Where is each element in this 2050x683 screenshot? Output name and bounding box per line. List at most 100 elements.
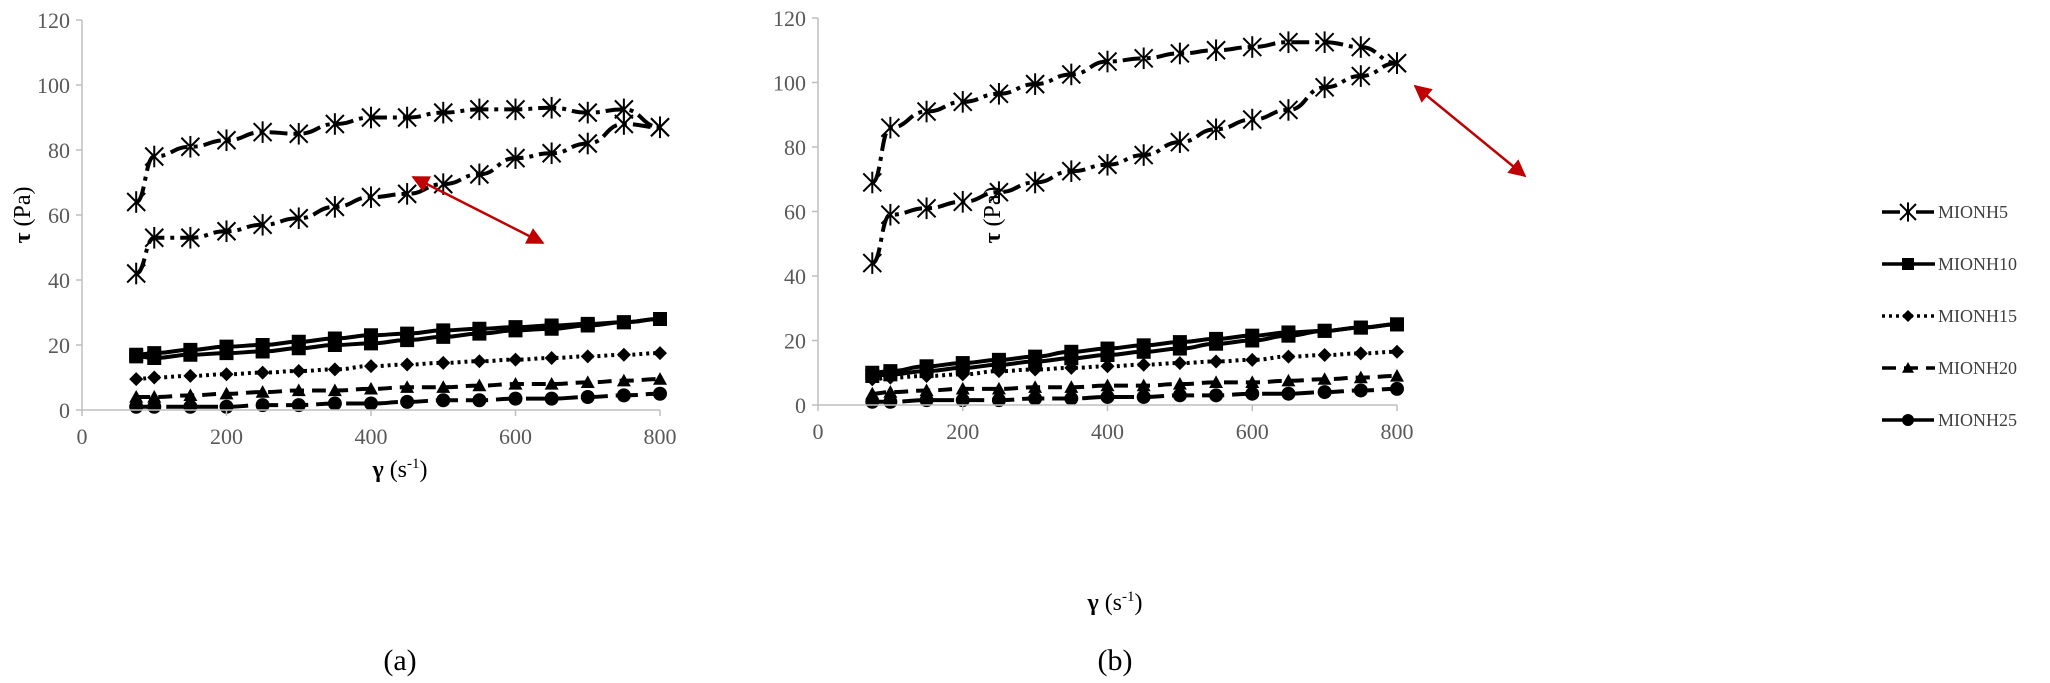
triangle-marker	[436, 380, 451, 393]
diamond-marker	[883, 370, 898, 385]
circle-marker	[1209, 388, 1224, 403]
triangle-marker	[616, 373, 631, 387]
y-tick-label: 0	[59, 398, 70, 423]
x-tick-label: 200	[946, 419, 979, 444]
series-mionh25	[865, 381, 1404, 409]
triangle-marker	[508, 377, 523, 390]
series-line	[135, 105, 661, 204]
y-tick-label: 20	[48, 333, 70, 358]
triangle-marker	[255, 385, 270, 398]
legend-label: MIONH10	[1938, 254, 2017, 274]
triangle-marker	[1028, 380, 1043, 393]
diamond-marker	[183, 368, 198, 383]
legend-label: MIONH5	[1938, 202, 2008, 222]
circle-marker	[580, 390, 595, 404]
triangle-marker	[327, 383, 342, 397]
x-tick-label: 600	[1236, 419, 1269, 444]
legend-item-mionh15: MIONH15	[1882, 306, 2017, 326]
circle-marker	[147, 399, 162, 414]
legend-item-mionh5: MIONH5	[1882, 202, 2008, 222]
y-tick-label: 20	[784, 329, 806, 354]
triangle-marker	[291, 383, 306, 397]
legend-label: MIONH15	[1938, 306, 2017, 326]
y-axis-title-a: τ(Pa)	[10, 186, 36, 243]
diamond-marker	[147, 370, 162, 385]
y-tick-label: 100	[37, 73, 70, 98]
diamond-marker	[400, 357, 415, 372]
circle-marker	[1281, 386, 1296, 401]
series-line	[136, 317, 661, 361]
series-line	[136, 317, 661, 357]
square-marker	[1390, 317, 1404, 332]
circle-marker	[653, 386, 667, 401]
x-tick-label: 0	[813, 419, 824, 444]
diamond-marker	[1390, 344, 1404, 359]
diamond-marker	[1281, 349, 1296, 364]
circle-marker	[1028, 391, 1043, 406]
square-marker	[1209, 336, 1224, 351]
triangle-marker	[129, 390, 144, 403]
diamond-marker	[1172, 356, 1187, 371]
y-tick-label: 60	[784, 200, 806, 225]
triangle-marker	[1064, 380, 1079, 393]
series-line	[871, 40, 1398, 185]
series-line	[871, 61, 1398, 266]
triangle-marker	[1281, 373, 1296, 387]
diamond-marker	[1136, 357, 1151, 372]
square-marker	[544, 321, 559, 336]
axes-a: 0 20 40 60 80 100 120 0 200 400 600 800	[37, 8, 677, 449]
diamond-marker	[955, 367, 970, 382]
diamond-marker	[1209, 354, 1224, 369]
square-marker	[580, 318, 595, 333]
square-marker	[183, 347, 198, 362]
x-tick-label: 0	[77, 424, 88, 449]
series-mionh20	[129, 372, 667, 403]
y-tick-label: 100	[773, 71, 806, 96]
triangle-marker	[400, 380, 415, 393]
square-marker	[1902, 258, 1914, 270]
plot-lines-a	[126, 96, 670, 414]
series-mionh5	[126, 96, 670, 213]
x-axis-title-a: γ (s-1)	[371, 456, 427, 483]
square-marker	[1028, 354, 1043, 369]
y-tick-label: 80	[48, 138, 70, 163]
series-mionh5	[126, 113, 670, 285]
caption-b: (b)	[1098, 644, 1133, 677]
triangle-marker	[955, 381, 970, 395]
circle-marker	[255, 398, 270, 413]
x-tick-label: 400	[1091, 419, 1124, 444]
square-marker	[1281, 328, 1296, 343]
hysteresis-arrow	[411, 175, 545, 245]
square-marker	[653, 312, 667, 326]
square-marker	[1245, 333, 1260, 348]
circle-marker	[183, 399, 198, 414]
y-axis-title-b: τ(Pa)	[980, 186, 1006, 243]
square-marker	[508, 323, 523, 338]
legend-label: MIONH20	[1938, 358, 2017, 378]
diamond-marker	[1064, 360, 1079, 375]
square-marker	[1353, 320, 1368, 335]
series-line	[136, 351, 661, 382]
series-line	[872, 322, 1398, 378]
y-tick-label: 0	[795, 393, 806, 418]
circle-marker	[883, 394, 898, 409]
triangle-marker	[147, 390, 162, 403]
circle-marker	[1064, 391, 1079, 406]
circle-marker	[1317, 385, 1332, 400]
circle-marker	[364, 396, 378, 411]
chart-panel-b: 0 20 40 60 80 100 120 0 200 400 600 800 τ(Pa) γ (s-1…	[773, 6, 1527, 677]
circle-marker	[955, 393, 970, 408]
square-marker	[1136, 344, 1151, 359]
series-line	[872, 373, 1398, 396]
series-mionh25	[129, 386, 667, 414]
triangle-marker	[580, 375, 595, 388]
circle-marker	[129, 399, 144, 414]
series-mionh20	[865, 368, 1404, 400]
diamond-marker	[472, 354, 487, 369]
series-line	[872, 349, 1398, 382]
circle-marker	[919, 393, 934, 408]
square-marker	[219, 346, 234, 361]
diamond-marker	[255, 365, 270, 380]
diamond-marker	[653, 346, 667, 361]
